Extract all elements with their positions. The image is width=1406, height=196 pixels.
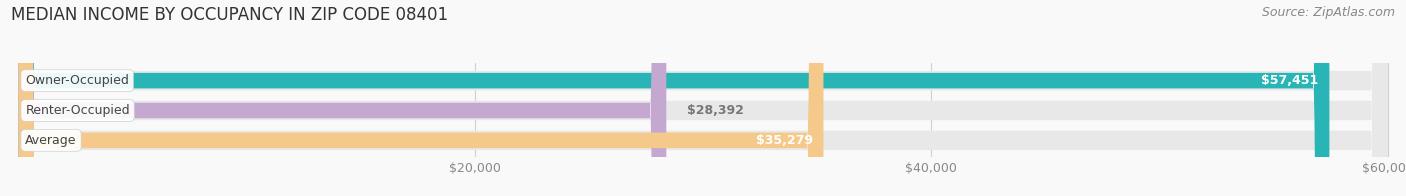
Text: $57,451: $57,451: [1261, 74, 1319, 87]
Text: Renter-Occupied: Renter-Occupied: [25, 104, 129, 117]
Text: Owner-Occupied: Owner-Occupied: [25, 74, 129, 87]
FancyBboxPatch shape: [18, 0, 1330, 196]
Text: $35,279: $35,279: [755, 134, 813, 147]
FancyBboxPatch shape: [18, 0, 666, 196]
Text: Source: ZipAtlas.com: Source: ZipAtlas.com: [1261, 6, 1395, 19]
FancyBboxPatch shape: [18, 0, 1388, 196]
FancyBboxPatch shape: [18, 0, 1388, 196]
FancyBboxPatch shape: [18, 0, 1388, 196]
Text: Average: Average: [25, 134, 77, 147]
Text: MEDIAN INCOME BY OCCUPANCY IN ZIP CODE 08401: MEDIAN INCOME BY OCCUPANCY IN ZIP CODE 0…: [11, 6, 449, 24]
FancyBboxPatch shape: [18, 0, 824, 196]
Text: $28,392: $28,392: [688, 104, 744, 117]
